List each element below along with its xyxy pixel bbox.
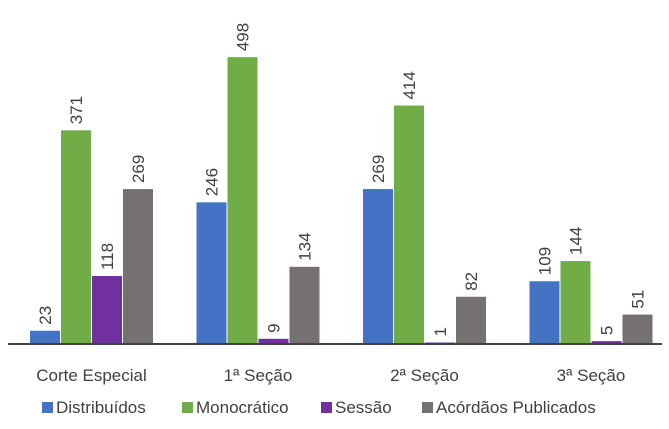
bar-acordaos-publicados-1-secao	[289, 266, 320, 344]
value-label-distribuidos-1-secao: 246	[203, 168, 222, 196]
value-label-acordaos-publicados-1-secao: 134	[296, 232, 315, 260]
category-label-2-secao: 2ª Seção	[390, 366, 459, 385]
value-label-distribuidos-3-secao: 109	[536, 247, 555, 275]
legend-swatch-sessao	[321, 402, 332, 413]
category-label-1-secao: 1ª Seção	[224, 366, 293, 385]
value-label-monocratico-3-secao: 144	[567, 227, 586, 255]
bar-acordaos-publicados-corte-especial	[123, 189, 153, 344]
value-label-sessao-3-secao: 5	[598, 326, 617, 335]
value-label-acordaos-publicados-3-secao: 51	[629, 290, 648, 309]
legend-label-monocratico: Monocrático	[196, 398, 289, 417]
bar-distribuidos-2-secao	[363, 189, 393, 344]
legend-swatch-distribuidos	[42, 402, 53, 413]
legend-label-distribuidos: Distribuídos	[56, 398, 146, 417]
value-label-distribuidos-corte-especial: 23	[36, 306, 55, 325]
legend-label-sessao: Sessão	[335, 398, 392, 417]
value-label-sessao-2-secao: 1	[431, 327, 450, 336]
category-labels-group: Corte Especial 1ª Seção 2ª Seção 3ª Seção	[36, 366, 625, 385]
value-label-acordaos-publicados-2-secao: 82	[462, 272, 481, 291]
value-label-distribuidos-2-secao: 269	[369, 155, 388, 183]
bar-sessao-3-secao	[591, 341, 622, 344]
value-label-acordaos-publicados-corte-especial: 269	[129, 155, 148, 183]
bar-acordaos-publicados-2-secao	[456, 296, 486, 344]
bars-group	[30, 57, 653, 344]
bar-monocratico-1-secao	[227, 57, 258, 344]
bar-sessao-1-secao	[258, 338, 289, 344]
legend-swatch-acordaos-publicados	[422, 402, 433, 413]
bar-monocratico-2-secao	[394, 105, 424, 344]
bar-distribuidos-1-secao	[196, 202, 227, 344]
category-label-corte-especial: Corte Especial	[36, 366, 147, 385]
value-label-monocratico-corte-especial: 371	[67, 96, 86, 124]
bar-sessao-corte-especial	[92, 276, 122, 344]
value-label-sessao-1-secao: 9	[265, 323, 284, 332]
value-labels-group: 23 371 118 269 246 498 9 134 269 414 1 82 109 144 5 51	[36, 23, 648, 337]
bar-distribuidos-3-secao	[529, 281, 560, 344]
bar-monocratico-corte-especial	[61, 130, 91, 344]
legend-swatch-monocratico	[182, 402, 193, 413]
value-label-sessao-corte-especial: 118	[98, 243, 117, 270]
bar-acordaos-publicados-3-secao	[622, 314, 653, 344]
legend-label-acordaos-publicados: Acórdãos Publicados	[436, 398, 596, 417]
bar-monocratico-3-secao	[560, 261, 591, 344]
value-label-monocratico-1-secao: 498	[234, 23, 253, 51]
value-label-monocratico-2-secao: 414	[400, 71, 419, 99]
legend: Distribuídos Monocrático Sessão Acórdãos Pu…	[42, 398, 596, 417]
category-label-3-secao: 3ª Seção	[557, 366, 626, 385]
bar-distribuidos-corte-especial	[30, 330, 60, 344]
